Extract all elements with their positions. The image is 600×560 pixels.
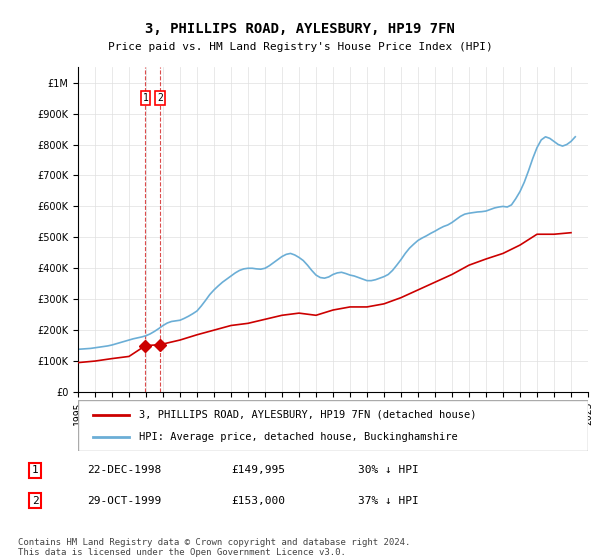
FancyBboxPatch shape	[78, 400, 588, 451]
Text: Contains HM Land Registry data © Crown copyright and database right 2024.
This d: Contains HM Land Registry data © Crown c…	[18, 538, 410, 557]
Text: 29-OCT-1999: 29-OCT-1999	[87, 496, 161, 506]
Text: 1: 1	[143, 93, 148, 103]
Text: 30% ↓ HPI: 30% ↓ HPI	[358, 465, 418, 475]
Text: 3, PHILLIPS ROAD, AYLESBURY, HP19 7FN: 3, PHILLIPS ROAD, AYLESBURY, HP19 7FN	[145, 22, 455, 36]
Text: 1: 1	[32, 465, 38, 475]
Text: 37% ↓ HPI: 37% ↓ HPI	[358, 496, 418, 506]
Text: 2: 2	[32, 496, 38, 506]
Text: 3, PHILLIPS ROAD, AYLESBURY, HP19 7FN (detached house): 3, PHILLIPS ROAD, AYLESBURY, HP19 7FN (d…	[139, 409, 476, 419]
Text: 2: 2	[157, 93, 163, 103]
Text: Price paid vs. HM Land Registry's House Price Index (HPI): Price paid vs. HM Land Registry's House …	[107, 42, 493, 52]
Text: HPI: Average price, detached house, Buckinghamshire: HPI: Average price, detached house, Buck…	[139, 432, 458, 442]
Text: 22-DEC-1998: 22-DEC-1998	[87, 465, 161, 475]
Text: £149,995: £149,995	[231, 465, 285, 475]
Text: £153,000: £153,000	[231, 496, 285, 506]
